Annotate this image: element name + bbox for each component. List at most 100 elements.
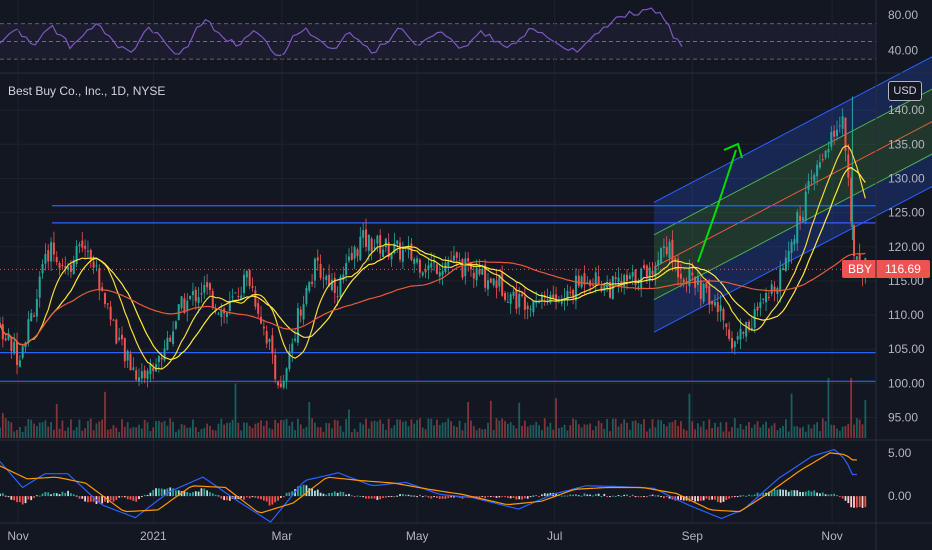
volume-bar: [126, 422, 129, 438]
candle-body: [69, 264, 72, 272]
volume-bar: [305, 426, 308, 438]
macd-histogram-bar: [424, 495, 427, 497]
volume-bar: [762, 424, 765, 438]
time-axis[interactable]: Nov2021MarMayJulSepNov2022Mar: [7, 529, 932, 543]
candle-body: [299, 309, 302, 316]
macd-histogram-bar: [132, 496, 135, 501]
volume-bar: [501, 418, 504, 438]
macd-tick-label: 0.00: [888, 489, 912, 503]
volume-bar: [325, 422, 328, 438]
macd-histogram-bar: [268, 496, 271, 506]
volume-bar: [784, 419, 787, 438]
candle-body: [844, 117, 847, 151]
candle-body: [634, 269, 637, 286]
candle-body: [560, 299, 563, 304]
candle-body: [89, 249, 92, 261]
candle-body: [705, 282, 708, 288]
macd-histogram-bar: [407, 494, 410, 497]
candle-body: [44, 254, 47, 264]
macd-histogram-bar: [478, 496, 481, 498]
volume-bar: [53, 429, 55, 438]
macd-histogram-bar: [214, 494, 217, 497]
volume-bar: [285, 419, 288, 438]
volume-bar: [262, 425, 265, 438]
candle-body: [410, 243, 413, 260]
volume-bar: [472, 426, 475, 438]
candle-body: [149, 363, 152, 375]
volume-bar: [543, 418, 546, 438]
candle-body: [438, 272, 441, 277]
volume-bar: [694, 429, 697, 438]
macd-histogram-bar: [55, 493, 58, 497]
macd-histogram-bar: [1, 493, 4, 497]
macd-histogram-bar: [316, 489, 319, 497]
macd-histogram-bar: [830, 494, 833, 497]
macd-histogram-bar: [626, 494, 628, 497]
volume-bar: [645, 431, 648, 438]
volume-bar: [75, 427, 78, 438]
candle-body: [535, 301, 538, 304]
volume-bar: [345, 418, 348, 438]
candle-body: [600, 286, 603, 292]
macd-histogram-bar: [382, 496, 384, 498]
macd-histogram-bar: [841, 496, 844, 499]
macd-histogram-bar: [217, 495, 220, 497]
candle-body: [662, 246, 665, 248]
candle-body: [478, 269, 481, 275]
macd-histogram-bar: [325, 494, 328, 497]
volume-bar: [495, 418, 498, 438]
candle-body: [838, 125, 841, 127]
candle-body: [240, 295, 243, 300]
volume-bar: [455, 427, 458, 438]
moving-averages: [0, 145, 866, 370]
macd-histogram-bar: [67, 490, 69, 497]
macd-histogram-bar: [64, 492, 67, 497]
macd-histogram-bar: [742, 495, 745, 497]
macd-histogram-bar: [38, 495, 41, 497]
macd-histogram-bar: [543, 493, 546, 497]
macd-histogram-bar: [580, 495, 583, 497]
macd-histogram-bar: [345, 494, 348, 497]
candle-body: [648, 267, 651, 282]
macd-histogram-bar: [33, 496, 35, 498]
macd-histogram-bar: [665, 496, 668, 498]
candle-body: [824, 150, 827, 158]
volume-bar: [419, 418, 421, 438]
candle-body: [169, 337, 172, 342]
candle-body: [679, 273, 682, 279]
macd-histogram-bar: [677, 496, 679, 501]
volume-bar: [861, 424, 864, 438]
price-tick-label: 105.00: [888, 342, 925, 356]
volume-bar: [47, 426, 50, 438]
volume-bar: [858, 419, 861, 438]
volume-bar: [668, 422, 671, 438]
volume-bar: [759, 427, 762, 438]
horizontal-levels[interactable]: [0, 205, 876, 382]
volume-bar: [748, 422, 750, 438]
macd-line: [0, 448, 857, 523]
candle-body: [617, 277, 620, 282]
volume-bar: [257, 422, 260, 438]
macd-histogram-bar: [288, 492, 291, 497]
candle-body: [461, 259, 464, 278]
macd-histogram-bar: [433, 496, 435, 498]
macd-histogram-bar: [192, 492, 194, 497]
macd-histogram-bar: [209, 492, 211, 497]
volume-bar: [78, 419, 81, 438]
volume-bar: [217, 423, 220, 438]
trend-arrow-head: [723, 142, 743, 159]
volume-bar: [688, 393, 691, 438]
candle-body: [813, 174, 816, 182]
candle-body: [345, 263, 348, 275]
candle-body: [217, 313, 220, 315]
macd-histogram-bar: [603, 493, 606, 497]
macd-histogram-bar: [373, 496, 376, 499]
macd-histogram-bar: [637, 496, 640, 498]
currency-button[interactable]: USD: [888, 81, 922, 101]
trend-arrow[interactable]: [697, 142, 743, 263]
candle-body: [387, 242, 390, 257]
macd-histogram-bar: [767, 491, 770, 497]
volume-bar: [855, 418, 858, 438]
macd-histogram-bar: [390, 496, 393, 498]
